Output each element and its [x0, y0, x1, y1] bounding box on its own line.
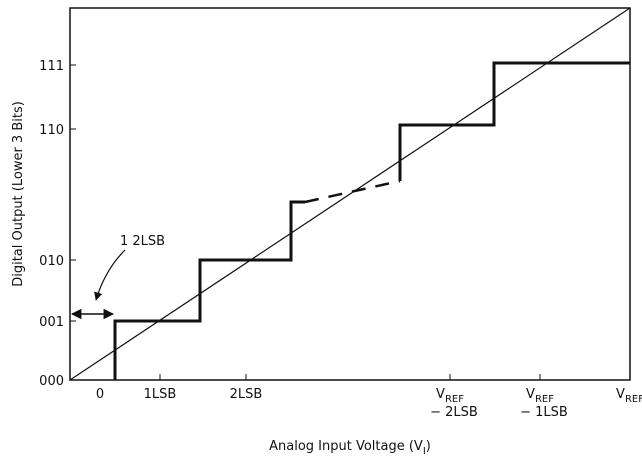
x-tick-text: 1LSB	[144, 387, 177, 402]
y-tick-label: 001	[39, 315, 64, 330]
y-tick-label: 010	[39, 254, 64, 269]
x-tick-label: 2LSB	[230, 387, 263, 402]
x-axis-label-text: Analog Input Voltage (V	[269, 439, 423, 454]
annotation-arrow	[94, 249, 126, 301]
x-tick-label: 0	[96, 387, 104, 402]
x-tick-sub: REF	[445, 394, 464, 405]
x-tick-line2: − 1LSB	[520, 405, 568, 420]
x-tick-text: V	[526, 387, 535, 402]
x-axis-label: Analog Input Voltage (VI)	[269, 439, 431, 457]
y-axis-label: Digital Output (Lower 3 Bits)	[11, 101, 26, 287]
y-tick-label: 000	[39, 374, 64, 389]
x-axis-label-sub: I	[423, 446, 426, 457]
ideal-line	[69, 7, 631, 381]
x-tick-sub: REF	[625, 394, 642, 405]
annotation: 1 2LSB	[120, 234, 165, 249]
staircase-dashed	[304, 179, 401, 204]
x-tick-line2: − 2LSB	[430, 405, 478, 420]
staircase	[398, 61, 630, 181]
x-tick-label: 1LSB	[144, 387, 177, 402]
x-tick-text: 0	[96, 387, 104, 402]
x-tick-text: V	[436, 387, 445, 402]
x-tick-label: VREF	[526, 387, 554, 405]
plot-frame	[69, 7, 631, 381]
staircase	[113, 200, 305, 380]
x-axis-label-end: )	[426, 439, 431, 454]
x-tick-label: VREF	[436, 387, 464, 405]
x-tick-text: 2LSB	[230, 387, 263, 402]
y-tick-label: 111	[39, 59, 64, 74]
y-tick-label: 110	[39, 123, 64, 138]
x-tick-sub: REF	[535, 394, 554, 405]
x-tick-label: VREF	[616, 387, 642, 405]
x-tick-text: V	[616, 387, 625, 402]
